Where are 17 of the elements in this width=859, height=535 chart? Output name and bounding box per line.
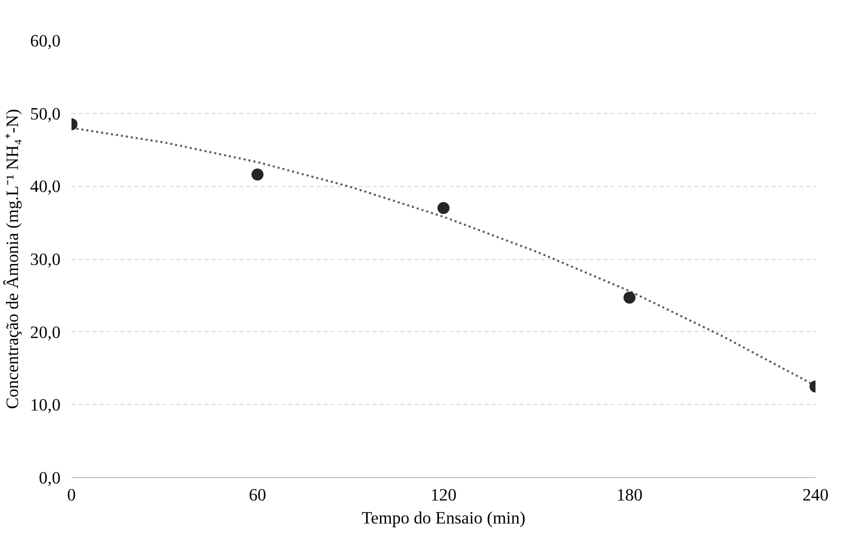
x-tick-label: 0 (67, 486, 76, 504)
point (624, 292, 636, 304)
y-tick-label: 20,0 (30, 322, 61, 342)
y-tick-label: 30,0 (30, 250, 61, 269)
x-tick-label: 120 (430, 486, 457, 504)
y-tick-label: 40,0 (30, 177, 61, 196)
y-tick-label: 50,0 (30, 104, 61, 124)
point (438, 202, 450, 214)
x-axis-title: Tempo do Ensaio (min) (362, 508, 526, 528)
y-tick-label: 10,0 (30, 396, 61, 415)
point (252, 168, 264, 180)
x-tick-label: 180 (616, 486, 643, 504)
y-tick-label: 60,0 (30, 32, 61, 50)
x-tick-label: 240 (802, 486, 829, 504)
y-tick-label: 0,0 (38, 468, 61, 488)
x-tick-label: 60 (248, 486, 266, 504)
y-axis-title: Concentração de Âmonia (mg.L⁻¹ NH₄⁺-N) (3, 108, 22, 409)
